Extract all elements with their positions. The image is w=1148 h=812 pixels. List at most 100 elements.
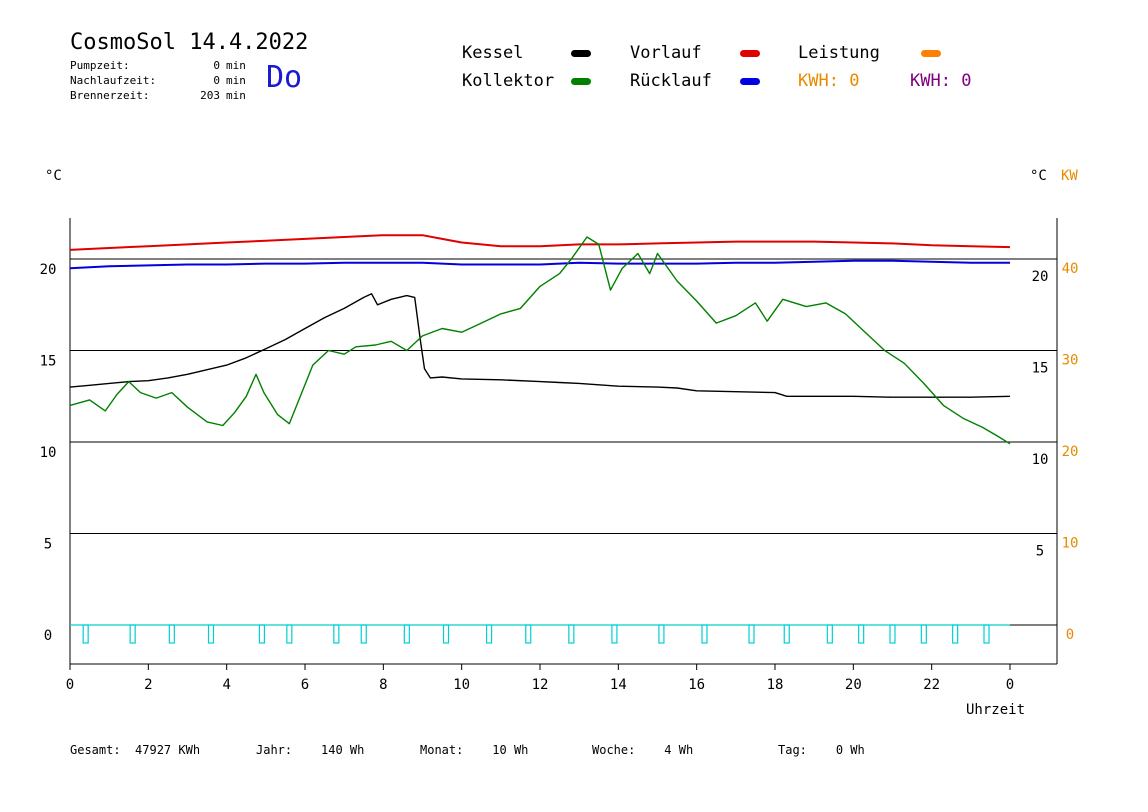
series-line-kessel <box>69 293 1011 398</box>
stat-value: 203 <box>200 89 220 102</box>
legend-leistung-label: Leistung <box>798 43 880 63</box>
pump-pulse <box>611 624 618 644</box>
stat-pumpzeit: Pumpzeit: 0 min <box>70 58 246 73</box>
pump-pulse <box>701 624 708 644</box>
pump-pulse <box>748 624 755 644</box>
pump-pulse <box>168 624 175 644</box>
pump-pulse <box>333 624 340 644</box>
footer-woche: Woche: 4 Wh <box>592 743 693 757</box>
legend-kwh-orange: KWH: 0 <box>798 71 859 91</box>
footer-jahr: Jahr: 140 Wh <box>256 743 364 757</box>
footer-label: Monat: <box>420 743 464 757</box>
pump-pulse <box>207 624 215 644</box>
footer-gesamt: Gesamt: 47927 KWh <box>70 743 200 757</box>
pump-pulse <box>360 624 367 644</box>
footer-label: Jahr: <box>256 743 293 757</box>
pump-pulse <box>485 624 493 644</box>
pump-pulse <box>258 624 266 644</box>
footer-label: Tag: <box>778 743 807 757</box>
y-tick-label-right-temp: 10 <box>1032 452 1049 468</box>
legend-ruecklauf-label: Rücklauf <box>630 71 712 91</box>
y-tick-label-right-temp: 20 <box>1032 269 1049 285</box>
chart-title: CosmoSol 14.4.2022 <box>70 30 309 55</box>
legend-kessel-label: Kessel <box>462 43 524 63</box>
x-tick-label: 6 <box>301 677 309 693</box>
x-tick-label: 20 <box>845 677 862 693</box>
footer-value: 4 Wh <box>664 743 694 757</box>
y-tick-label-right-temp: 15 <box>1032 361 1049 377</box>
stat-value: 0 <box>213 59 220 72</box>
kwh-label: KWH: <box>798 71 839 91</box>
right-axis-unit-power: KW <box>1061 168 1078 184</box>
pump-pulse <box>952 624 959 644</box>
stat-unit: min <box>226 74 246 87</box>
runtime-stats: Pumpzeit: 0 min Nachlaufzeit: 0 min Bren… <box>70 58 246 103</box>
y-tick-label-right-power: 10 <box>1062 536 1079 552</box>
pump-pulse <box>286 624 293 644</box>
pump-pulse <box>403 624 410 644</box>
footer-value: 140 Wh <box>321 743 365 757</box>
kwh-label: KWH: <box>910 71 951 91</box>
x-tick-label: 0 <box>66 677 74 693</box>
legend-kwh-purple: KWH: 0 <box>910 71 971 91</box>
pump-pulse <box>983 624 990 644</box>
x-tick-label: 22 <box>923 677 940 693</box>
legend-vorlauf-label: Vorlauf <box>630 43 702 63</box>
legend-kessel-swatch <box>571 50 591 57</box>
series-line-kollektor <box>69 236 1011 445</box>
pump-pulse <box>858 624 865 644</box>
pump-pulse <box>442 624 450 644</box>
x-tick-label: 8 <box>379 677 387 693</box>
footer-value: 0 Wh <box>835 743 865 757</box>
footer-monat: Monat: 10 Wh <box>420 743 528 757</box>
legend-kollektor-swatch <box>571 78 591 85</box>
stat-label: Pumpzeit: <box>70 59 130 72</box>
legend-kollektor-label: Kollektor <box>462 71 555 91</box>
x-tick-label: 0 <box>1006 677 1014 693</box>
footer-label: Gesamt: <box>70 743 121 757</box>
legend-leistung-swatch <box>921 50 941 57</box>
series-line-vorlauf <box>69 234 1011 251</box>
footer-tag: Tag: 0 Wh <box>778 743 865 757</box>
stat-unit: min <box>226 59 246 72</box>
pump-pulse <box>920 624 927 644</box>
footer-value: 10 Wh <box>492 743 529 757</box>
pump-pulse <box>826 624 833 644</box>
kwh-value: 0 <box>961 71 972 91</box>
stat-unit: min <box>226 89 246 102</box>
y-tick-label-right-temp: 5 <box>1036 544 1044 560</box>
y-tick-label-left: 10 <box>40 445 57 461</box>
stat-label: Nachlaufzeit: <box>70 74 157 87</box>
weekday-label: Do <box>266 60 303 95</box>
legend-vorlauf-swatch <box>740 50 760 57</box>
x-tick-label: 16 <box>688 677 705 693</box>
legend-ruecklauf-swatch <box>740 78 760 85</box>
y-tick-label-left: 5 <box>44 537 52 553</box>
x-tick-label: 12 <box>532 677 549 693</box>
y-tick-label-left: 0 <box>44 628 52 644</box>
y-tick-label-right-power: 40 <box>1062 261 1079 277</box>
pump-pulse <box>525 624 532 644</box>
pump-pulse <box>129 624 136 644</box>
right-axis-unit-temp: °C <box>1030 168 1047 184</box>
y-tick-label-right-power: 20 <box>1062 444 1079 460</box>
y-tick-label-right-power: 0 <box>1066 627 1074 643</box>
pump-pulse <box>783 624 790 644</box>
footer-label: Woche: <box>592 743 636 757</box>
x-tick-label: 2 <box>144 677 152 693</box>
left-axis-unit: °C <box>45 168 62 184</box>
y-tick-label-left: 15 <box>40 354 57 370</box>
pump-pulse <box>82 624 89 644</box>
x-tick-label: 4 <box>222 677 230 693</box>
x-tick-label: 10 <box>453 677 470 693</box>
pump-pulse <box>889 624 896 644</box>
stat-brennerzeit: Brennerzeit: 203 min <box>70 88 246 103</box>
pump-pulse <box>568 624 575 644</box>
footer-value: 47927 KWh <box>135 743 201 757</box>
y-tick-label-left: 20 <box>40 262 57 278</box>
x-tick-label: 14 <box>610 677 627 693</box>
pump-pulse <box>658 624 665 644</box>
kwh-value: 0 <box>849 71 860 91</box>
series-line-ruecklauf <box>69 259 1010 270</box>
